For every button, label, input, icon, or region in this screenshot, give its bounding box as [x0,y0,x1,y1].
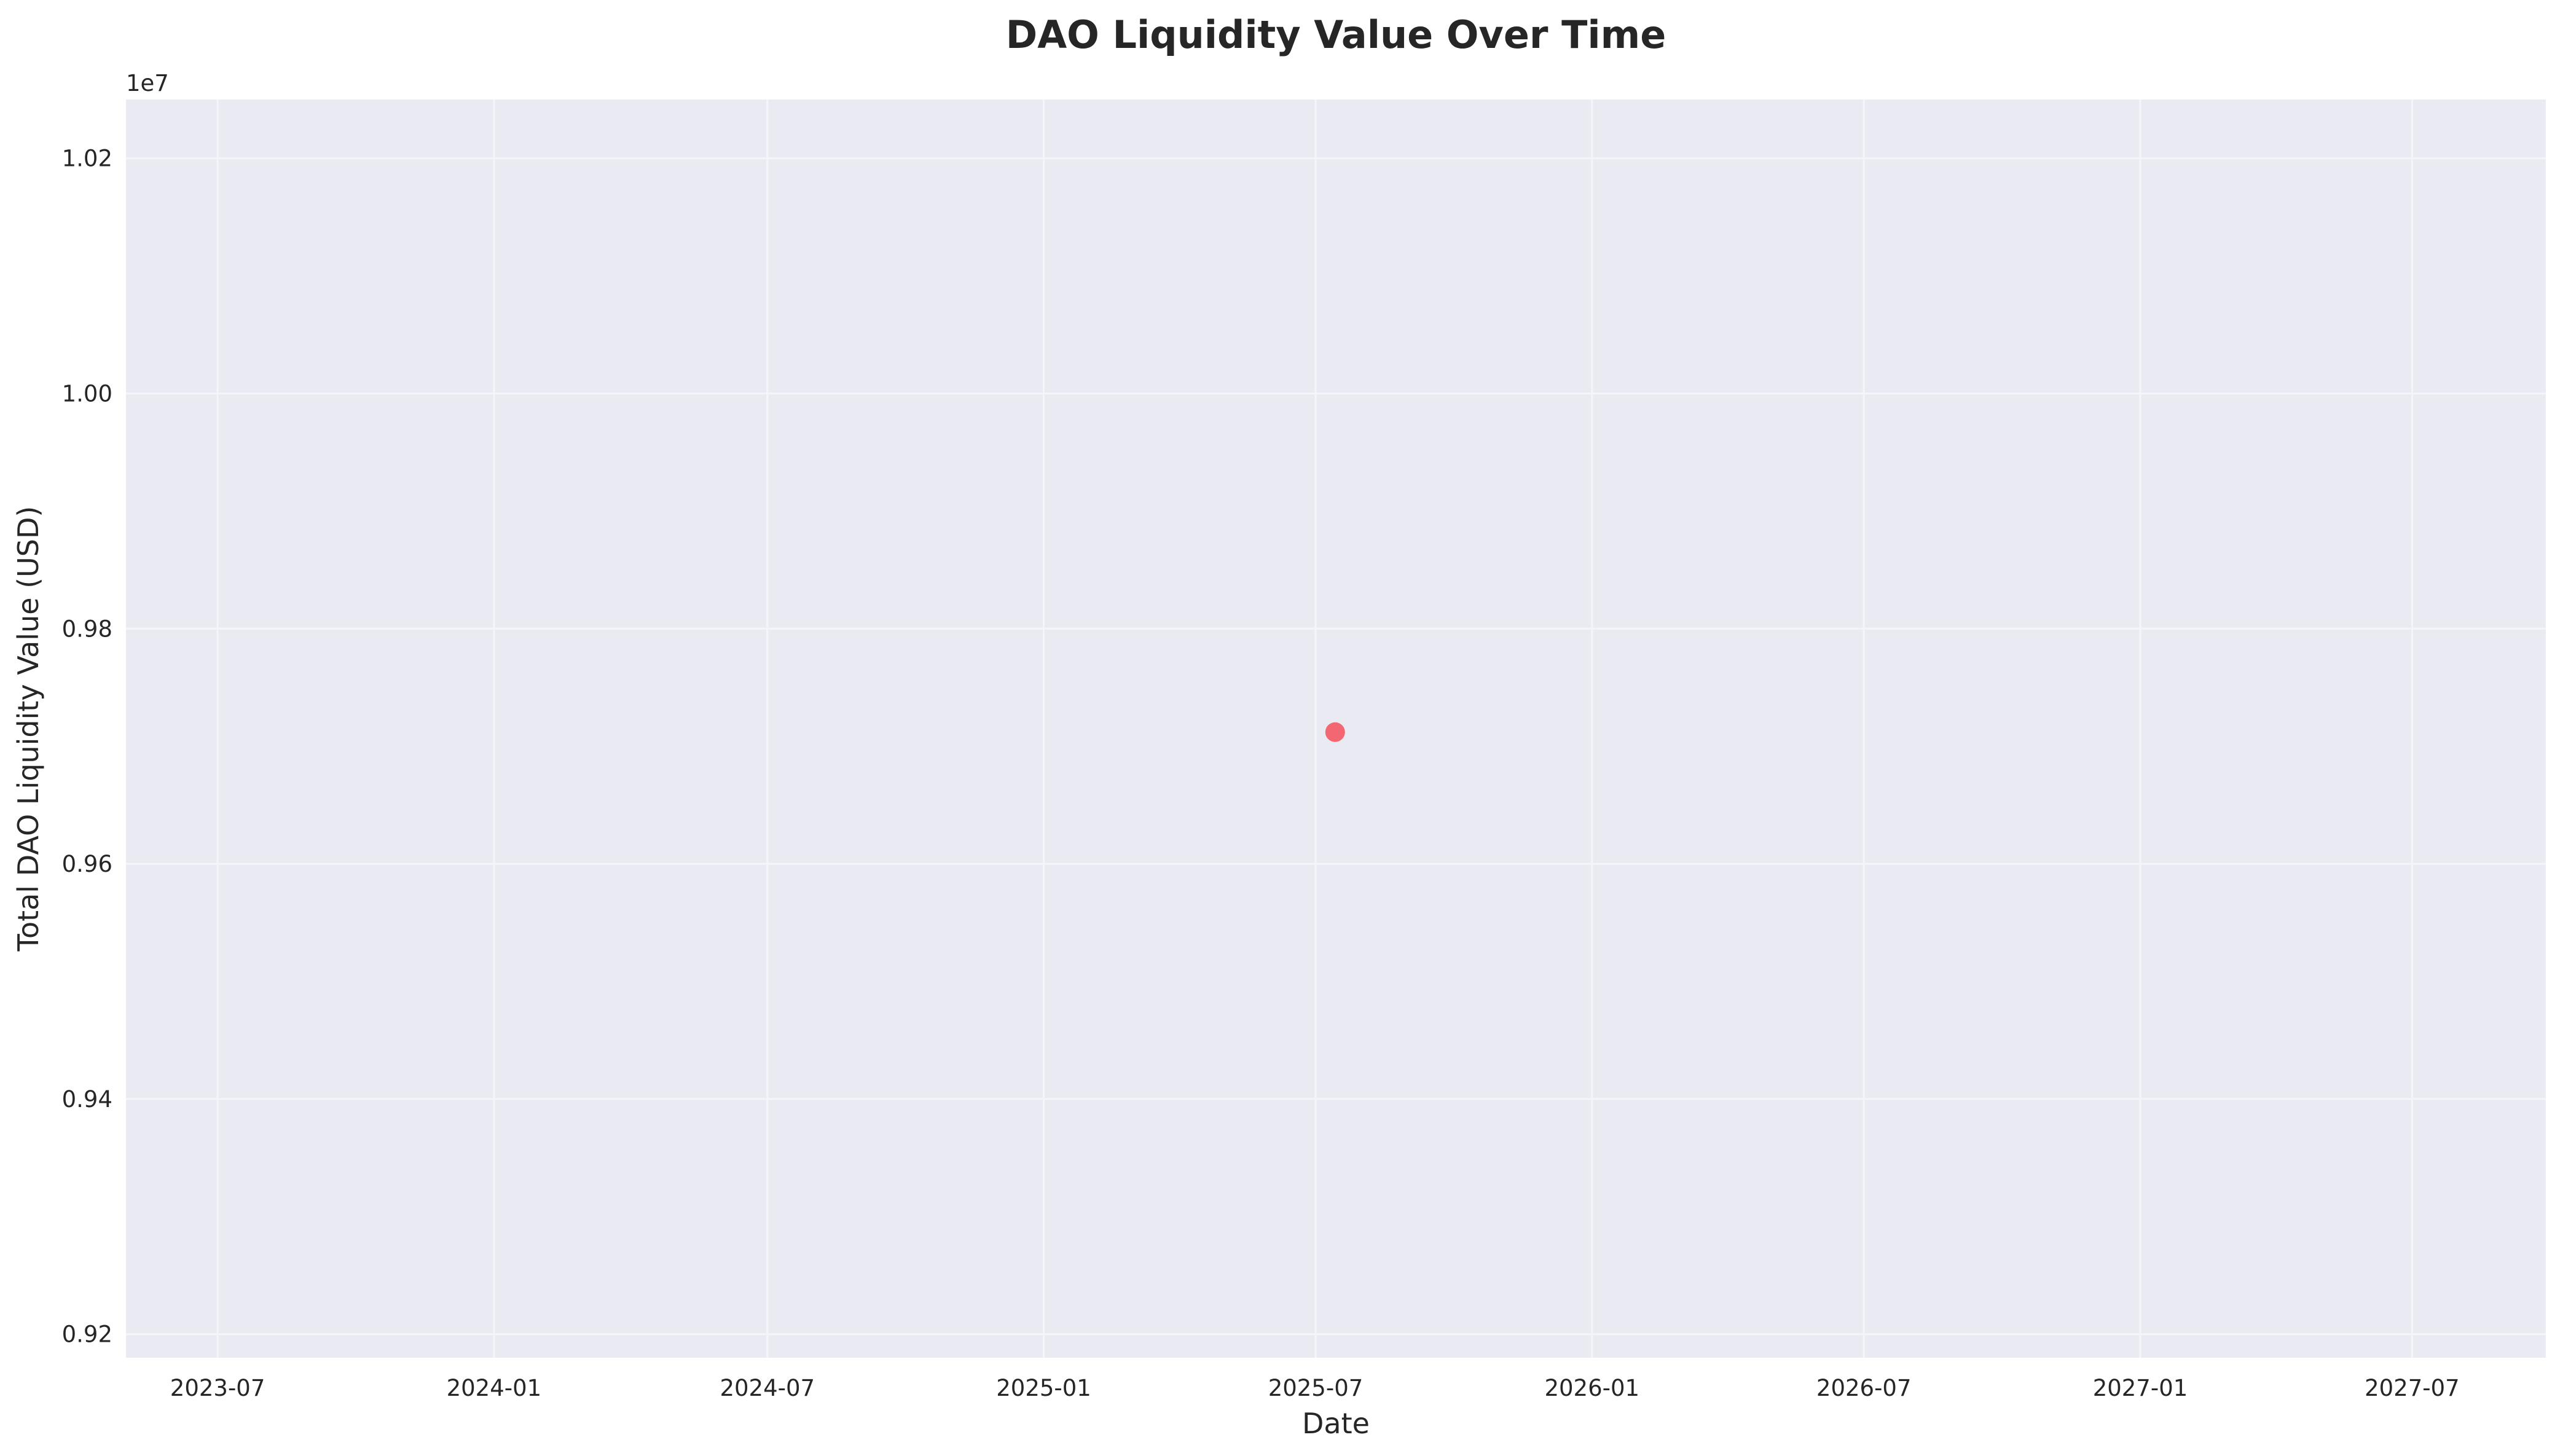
y-tick-label: 0.92 [62,1321,112,1348]
y-tick-label: 1.00 [62,381,112,407]
y-axis-offset-label: 1e7 [126,70,169,96]
y-axis-label: Total DAO Liquidity Value (USD) [12,506,45,952]
x-tick-label: 2025-01 [996,1375,1091,1401]
x-tick-label: 2026-07 [1816,1375,1912,1401]
y-tick-label: 1.02 [62,146,112,172]
x-tick-label: 2024-01 [447,1375,542,1401]
axis-ticks: 2023-07 2024-01 2024-07 2025-01 2025-07 2026-… [62,146,2460,1401]
y-tick-label: 0.94 [62,1086,112,1113]
x-tick-label: 2027-01 [2093,1375,2188,1401]
x-tick-label: 2026-01 [1544,1375,1639,1401]
x-tick-label: 2024-07 [720,1375,815,1401]
x-tick-label: 2023-07 [170,1375,265,1401]
y-tick-label: 0.96 [62,851,112,877]
chart-title: DAO Liquidity Value Over Time [1006,12,1666,57]
grid [126,100,2546,1358]
x-tick-label: 2027-07 [2365,1375,2460,1401]
y-tick-label: 0.98 [62,616,112,642]
x-axis-label: Date [1302,1407,1370,1440]
data-point [1325,722,1345,742]
data-points [1325,722,1345,742]
x-tick-label: 2025-07 [1268,1375,1364,1401]
